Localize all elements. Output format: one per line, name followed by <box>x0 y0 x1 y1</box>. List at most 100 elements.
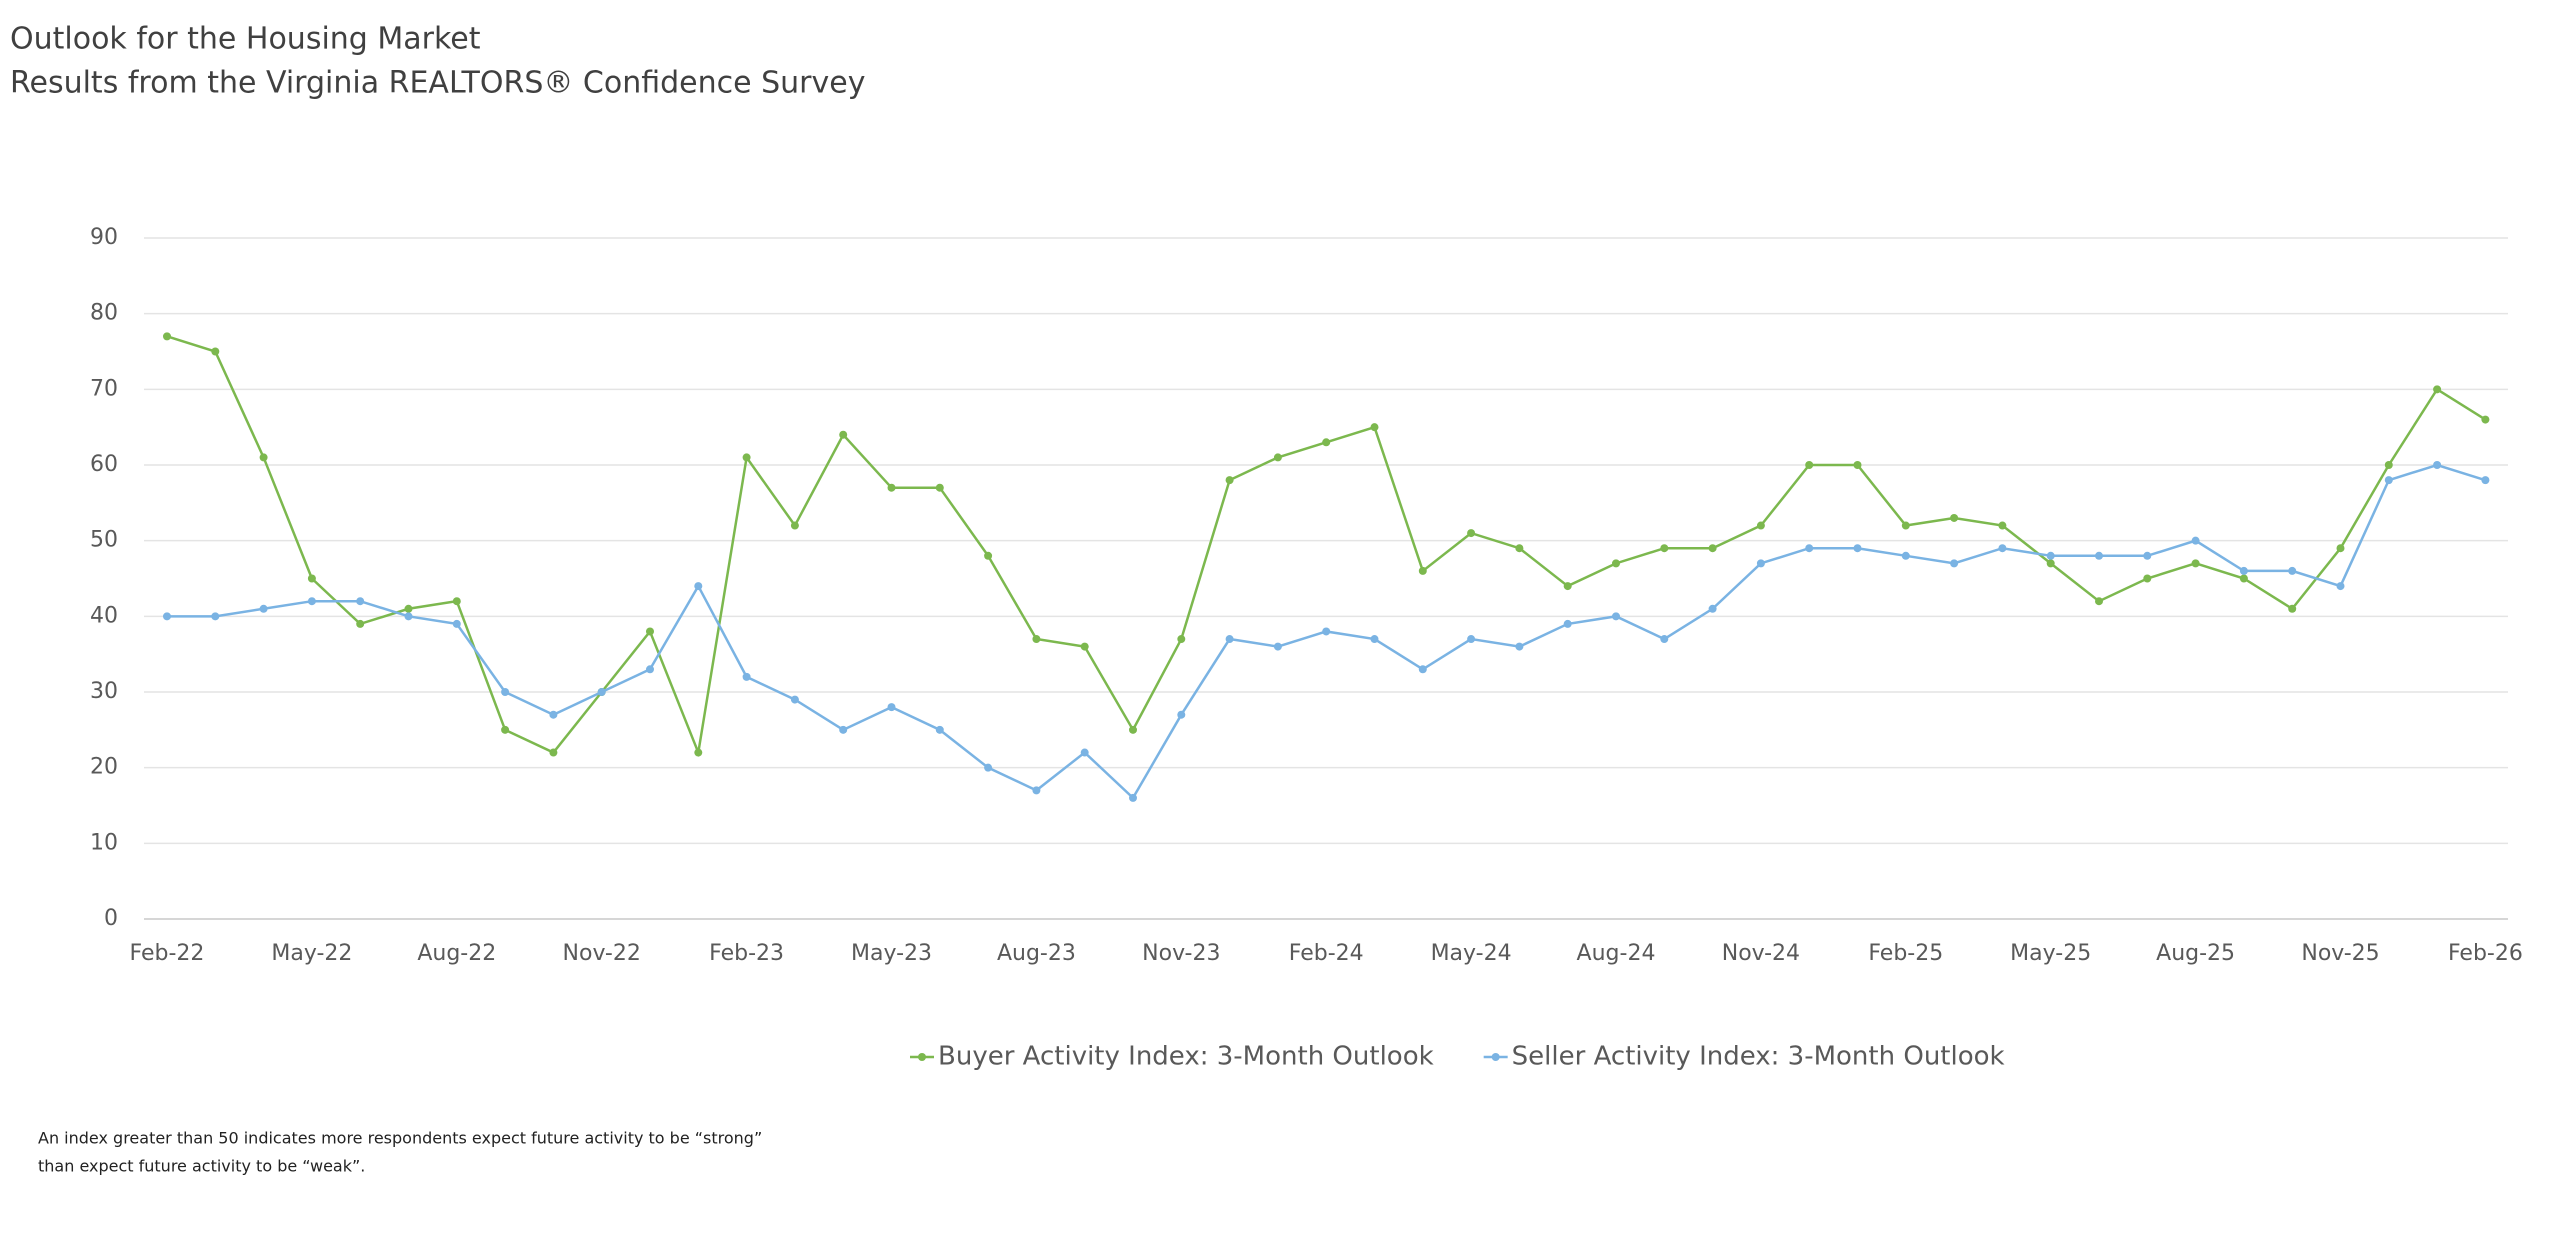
data-point <box>790 695 799 704</box>
data-point <box>597 688 606 696</box>
data-point <box>404 604 413 613</box>
data-point <box>452 619 461 628</box>
x-tick-label: May-25 <box>2010 941 2091 966</box>
legend-marker <box>918 1053 926 1061</box>
data-point <box>1418 566 1427 575</box>
data-point <box>887 483 896 492</box>
data-point <box>549 710 558 719</box>
data-point <box>1032 635 1041 644</box>
data-point <box>2143 574 2152 583</box>
data-point <box>2481 415 2490 424</box>
footnote: An index greater than 50 indicates more … <box>38 1129 762 1148</box>
data-point <box>1370 423 1379 432</box>
legend-marker <box>1491 1053 1500 1061</box>
data-point <box>646 627 654 636</box>
y-tick-label: 10 <box>90 830 118 855</box>
data-point <box>259 604 268 613</box>
data-point <box>1225 476 1234 485</box>
data-point <box>163 332 171 341</box>
data-point <box>1080 642 1089 651</box>
data-point <box>1708 544 1717 553</box>
x-tick-label: Aug-24 <box>1577 941 1656 966</box>
x-tick-label: Feb-24 <box>1289 941 1364 966</box>
data-point <box>935 483 944 492</box>
data-point <box>887 703 896 712</box>
x-tick-label: Aug-22 <box>417 941 496 966</box>
data-point <box>259 453 268 462</box>
data-point <box>1515 544 1524 553</box>
data-point <box>1563 582 1572 591</box>
data-point <box>694 582 703 591</box>
x-tick-label: Nov-24 <box>1722 941 1800 966</box>
data-point <box>2239 574 2248 583</box>
data-point <box>935 725 944 734</box>
data-point <box>2143 551 2152 560</box>
data-point <box>1177 710 1186 719</box>
data-point <box>2384 461 2393 469</box>
data-point <box>1901 551 1910 560</box>
chart-title: Outlook for the Housing Market <box>10 22 481 57</box>
data-point <box>984 551 993 560</box>
x-tick-label: Feb-25 <box>1868 941 1943 966</box>
data-point <box>984 763 993 772</box>
x-tick-label: May-24 <box>1431 941 1512 966</box>
data-point <box>2433 461 2442 469</box>
data-point <box>307 597 316 606</box>
data-point <box>742 453 751 462</box>
footnote: than expect future activity to be “weak”… <box>38 1157 365 1176</box>
data-point <box>1563 619 1572 628</box>
data-point <box>1805 544 1814 553</box>
y-tick-label: 80 <box>90 301 118 326</box>
data-point <box>2046 551 2055 560</box>
data-point <box>1273 453 1282 462</box>
data-point <box>839 725 848 734</box>
x-tick-label: Nov-22 <box>563 941 641 966</box>
series-line <box>166 335 2487 758</box>
data-point <box>2433 385 2442 394</box>
data-point <box>1129 793 1137 802</box>
data-point <box>1998 521 2007 530</box>
data-point <box>549 748 558 757</box>
x-tick-label: May-22 <box>271 941 352 966</box>
legend-label: Buyer Activity Index: 3-Month Outlook <box>938 1042 1434 1072</box>
data-point <box>1467 529 1476 538</box>
data-point <box>1177 635 1186 644</box>
y-tick-label: 70 <box>90 376 118 401</box>
data-point <box>646 665 654 674</box>
data-point <box>2481 476 2490 485</box>
y-tick-label: 20 <box>90 755 118 780</box>
data-point <box>1805 461 1814 469</box>
data-point <box>1273 642 1282 651</box>
data-point <box>501 688 510 696</box>
data-point <box>1998 544 2007 553</box>
data-point <box>1901 521 1910 530</box>
data-point <box>307 574 316 583</box>
data-point <box>1660 544 1669 553</box>
data-point <box>211 612 220 621</box>
data-point <box>2239 566 2248 575</box>
data-point <box>1612 612 1620 621</box>
data-point <box>2384 476 2393 485</box>
data-point <box>1322 627 1331 636</box>
data-point <box>742 672 751 681</box>
x-tick-label: Feb-23 <box>709 941 784 966</box>
data-point <box>2288 566 2297 575</box>
data-point <box>2191 559 2200 568</box>
data-point <box>1418 665 1427 674</box>
data-point <box>2336 544 2345 553</box>
data-point <box>1467 635 1476 644</box>
y-tick-label: 60 <box>90 452 118 477</box>
x-tick-label: May-23 <box>851 941 932 966</box>
x-tick-label: Aug-23 <box>997 941 1076 966</box>
data-point <box>211 347 220 356</box>
data-point <box>1708 604 1717 613</box>
data-point <box>2336 582 2345 591</box>
data-point <box>2288 604 2297 613</box>
data-point <box>1950 559 1959 568</box>
data-point <box>839 430 848 439</box>
data-point <box>501 725 510 734</box>
data-point <box>694 748 703 757</box>
data-point <box>2046 559 2055 568</box>
data-point <box>790 521 799 530</box>
